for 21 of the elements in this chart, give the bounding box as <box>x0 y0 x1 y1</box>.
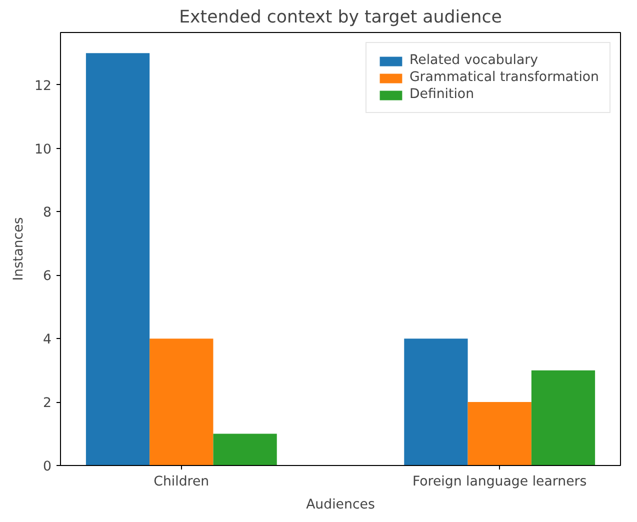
chart-title: Extended context by target audience <box>179 8 502 28</box>
x-tick-label: Foreign language learners <box>412 474 587 490</box>
bar <box>404 338 468 466</box>
legend-label: Definition <box>409 87 474 102</box>
bar <box>150 338 214 466</box>
y-tick-label: 10 <box>34 142 52 158</box>
legend-label: Grammatical transformation <box>409 70 599 85</box>
bar <box>86 53 150 466</box>
y-tick-label: 8 <box>43 206 52 221</box>
y-tick-label: 4 <box>43 332 52 348</box>
y-axis-title: Instances <box>12 217 27 281</box>
y-tick-label: 0 <box>43 460 52 474</box>
y-tick-label: 2 <box>43 396 52 412</box>
bar <box>213 434 277 466</box>
y-tick-label: 12 <box>34 78 52 94</box>
bar <box>468 402 532 466</box>
bar <box>531 370 596 466</box>
legend-label: Related vocabulary <box>409 53 538 68</box>
x-axis-title: Audiences <box>306 498 375 512</box>
x-tick-label: Children <box>154 474 210 490</box>
y-tick-label: 6 <box>43 269 52 284</box>
